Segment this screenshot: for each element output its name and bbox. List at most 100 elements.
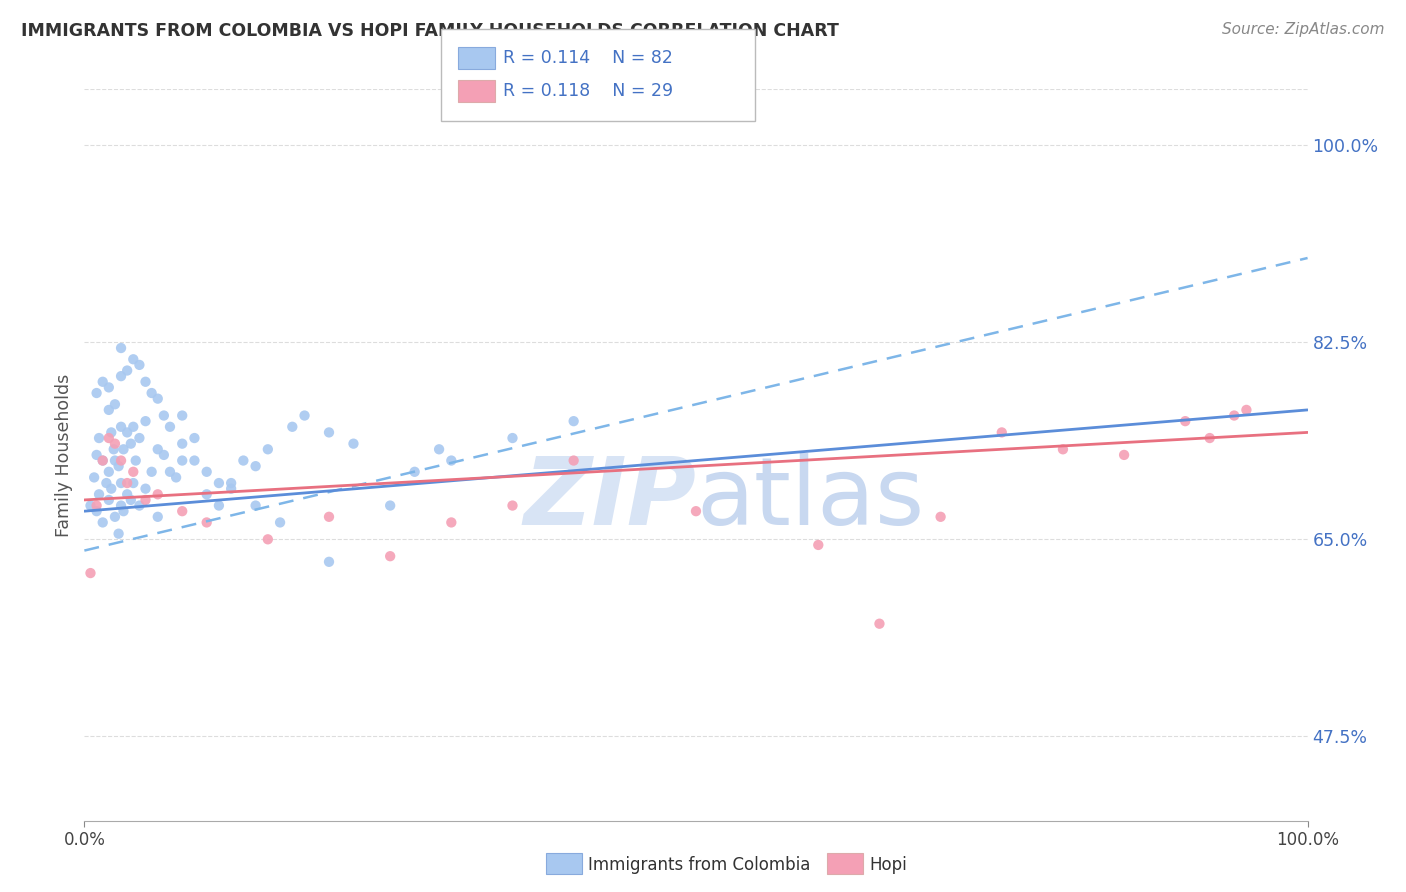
Point bbox=[183, 453, 205, 467]
Point bbox=[110, 419, 132, 434]
Point bbox=[122, 419, 145, 434]
Point bbox=[128, 358, 150, 372]
Point bbox=[257, 442, 280, 457]
Point bbox=[219, 476, 242, 491]
Text: R = 0.118    N = 29: R = 0.118 N = 29 bbox=[503, 82, 673, 100]
Point bbox=[929, 509, 952, 524]
Point bbox=[245, 499, 267, 513]
Point bbox=[342, 436, 364, 450]
Point bbox=[135, 482, 157, 496]
Point bbox=[97, 380, 120, 394]
Point bbox=[97, 492, 120, 507]
Point bbox=[146, 442, 169, 457]
Point bbox=[245, 459, 267, 474]
Point bbox=[122, 476, 145, 491]
Point bbox=[100, 482, 122, 496]
Point bbox=[153, 409, 176, 423]
Point bbox=[115, 363, 138, 377]
Point bbox=[141, 386, 163, 401]
Point bbox=[91, 453, 114, 467]
Point bbox=[107, 459, 129, 474]
Point bbox=[183, 431, 205, 445]
Point bbox=[1198, 431, 1220, 445]
Point bbox=[112, 442, 135, 457]
Point bbox=[120, 436, 142, 450]
Point bbox=[83, 470, 105, 484]
Point bbox=[208, 499, 231, 513]
Point bbox=[440, 516, 463, 530]
Point bbox=[1114, 448, 1136, 462]
Point bbox=[96, 476, 118, 491]
Point bbox=[104, 509, 127, 524]
Point bbox=[172, 504, 194, 518]
Point bbox=[1223, 409, 1246, 423]
Point bbox=[208, 476, 231, 491]
Point bbox=[120, 492, 142, 507]
Point bbox=[91, 375, 114, 389]
Point bbox=[110, 369, 132, 384]
Point bbox=[1052, 442, 1074, 457]
Point bbox=[104, 397, 127, 411]
Point bbox=[869, 616, 891, 631]
Point bbox=[427, 442, 450, 457]
Point bbox=[502, 431, 524, 445]
Point bbox=[318, 509, 340, 524]
Point bbox=[110, 476, 132, 491]
Point bbox=[991, 425, 1014, 440]
Point bbox=[380, 499, 402, 513]
Y-axis label: Family Households: Family Households bbox=[55, 373, 73, 537]
Point bbox=[135, 492, 157, 507]
Point bbox=[110, 499, 132, 513]
Point bbox=[115, 425, 138, 440]
Point bbox=[165, 470, 187, 484]
Point bbox=[86, 499, 108, 513]
Text: atlas: atlas bbox=[696, 453, 924, 545]
Point bbox=[685, 504, 707, 518]
Point bbox=[807, 538, 830, 552]
Point bbox=[294, 409, 316, 423]
Point bbox=[562, 453, 585, 467]
Point bbox=[146, 509, 169, 524]
Point bbox=[122, 352, 145, 367]
Text: Source: ZipAtlas.com: Source: ZipAtlas.com bbox=[1222, 22, 1385, 37]
Text: Hopi: Hopi bbox=[869, 856, 907, 874]
Point bbox=[128, 499, 150, 513]
Point bbox=[122, 465, 145, 479]
Point bbox=[86, 504, 108, 518]
Point bbox=[79, 566, 101, 580]
Point bbox=[97, 465, 120, 479]
Point bbox=[195, 487, 218, 501]
Point bbox=[502, 499, 524, 513]
Point bbox=[128, 431, 150, 445]
Point bbox=[100, 425, 122, 440]
Point bbox=[219, 482, 242, 496]
Point bbox=[112, 504, 135, 518]
Point bbox=[172, 453, 194, 467]
Point bbox=[87, 487, 110, 501]
Point bbox=[146, 487, 169, 501]
Point bbox=[159, 465, 181, 479]
Point bbox=[86, 386, 108, 401]
Point bbox=[86, 448, 108, 462]
Point bbox=[269, 516, 291, 530]
Text: R = 0.114    N = 82: R = 0.114 N = 82 bbox=[503, 49, 673, 67]
Point bbox=[318, 425, 340, 440]
Point bbox=[232, 453, 254, 467]
Point bbox=[562, 414, 585, 428]
Point bbox=[107, 526, 129, 541]
Point bbox=[87, 431, 110, 445]
Point bbox=[110, 453, 132, 467]
Point bbox=[79, 499, 101, 513]
Point bbox=[103, 442, 125, 457]
Text: IMMIGRANTS FROM COLOMBIA VS HOPI FAMILY HOUSEHOLDS CORRELATION CHART: IMMIGRANTS FROM COLOMBIA VS HOPI FAMILY … bbox=[21, 22, 839, 40]
Point bbox=[115, 476, 138, 491]
Point bbox=[115, 487, 138, 501]
Point bbox=[153, 448, 176, 462]
Point bbox=[380, 549, 402, 564]
Point bbox=[440, 453, 463, 467]
Point bbox=[257, 533, 280, 547]
Point bbox=[159, 419, 181, 434]
Point bbox=[97, 403, 120, 417]
Point bbox=[125, 453, 148, 467]
Point bbox=[318, 555, 340, 569]
